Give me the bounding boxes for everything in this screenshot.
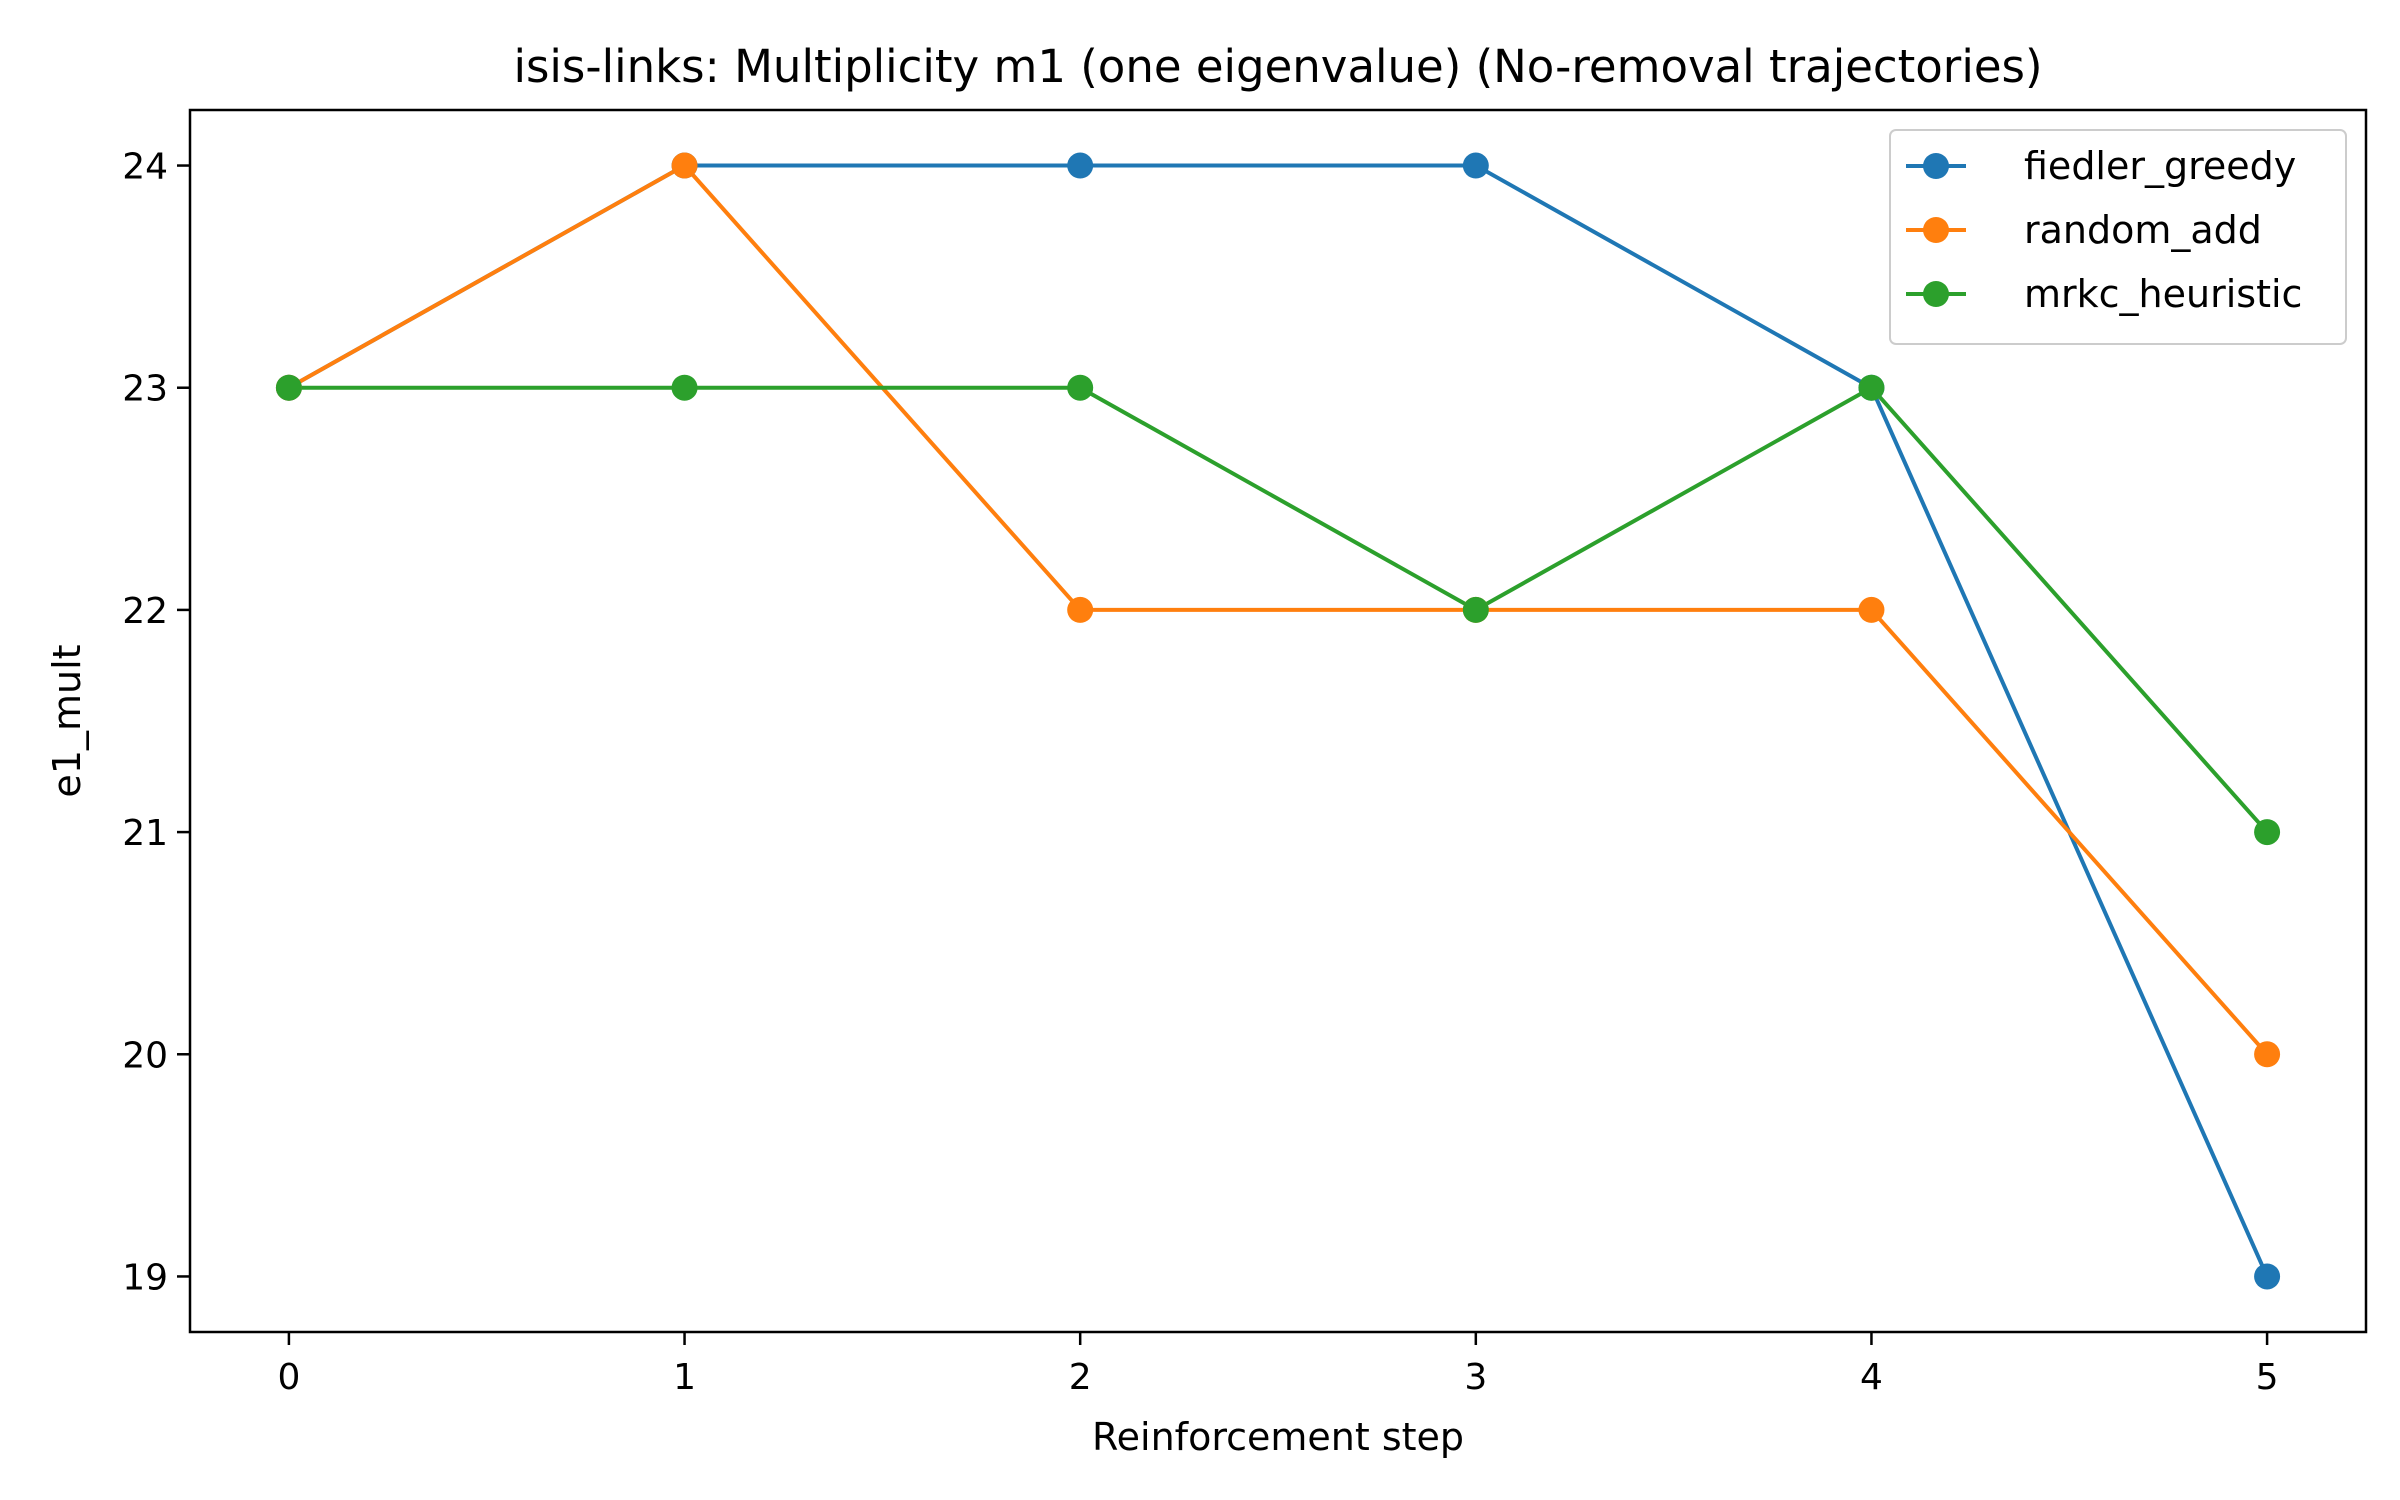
data-point-fiedler_greedy	[1462, 152, 1489, 179]
legend-label-random_add: random_add	[2024, 208, 2262, 252]
legend-marker-random_add	[1923, 217, 1949, 243]
data-point-fiedler_greedy	[1067, 152, 1094, 179]
series-line-mrkc_heuristic	[288, 385, 2269, 834]
y-tick-label: 23	[122, 369, 168, 410]
data-point-mrkc_heuristic	[275, 374, 302, 401]
x-tick-label: 2	[1069, 1357, 1092, 1398]
data-point-mrkc_heuristic	[2254, 819, 2281, 846]
data-point-mrkc_heuristic	[1462, 596, 1489, 623]
y-tick-label: 24	[122, 147, 168, 188]
y-tick-label: 19	[122, 1257, 168, 1298]
legend-label-mrkc_heuristic: mrkc_heuristic	[2024, 272, 2302, 316]
data-point-fiedler_greedy	[2254, 1263, 2281, 1290]
chart-title: isis-links: Multiplicity m1 (one eigenva…	[513, 40, 2042, 93]
data-point-random_add	[2254, 1041, 2281, 1068]
plot-area	[275, 152, 2281, 1290]
data-point-mrkc_heuristic	[1067, 374, 1094, 401]
data-point-random_add	[1067, 596, 1094, 623]
series-line-random_add	[287, 163, 2269, 1056]
y-axis-label: e1_mult	[45, 644, 89, 797]
y-tick-label: 21	[122, 813, 168, 854]
x-tick-label: 1	[673, 1357, 696, 1398]
legend-marker-mrkc_heuristic	[1923, 281, 1949, 307]
x-axis-label: Reinforcement step	[1092, 1415, 1464, 1459]
y-tick-label: 20	[122, 1035, 168, 1076]
legend-box	[1889, 129, 2347, 345]
plot-frame	[188, 108, 2368, 1334]
x-tick-label: 5	[2256, 1357, 2279, 1398]
data-point-random_add	[671, 152, 698, 179]
data-point-random_add	[1858, 596, 1885, 623]
legend: fiedler_greedy random_add mrkc_heuristic	[1889, 129, 2347, 345]
x-tick-label: 4	[1860, 1357, 1883, 1398]
legend-marker-fiedler_greedy	[1923, 153, 1949, 179]
data-point-mrkc_heuristic	[1858, 374, 1885, 401]
legend-label-fiedler_greedy: fiedler_greedy	[2024, 144, 2296, 188]
y-tick-label: 22	[122, 591, 168, 632]
data-point-mrkc_heuristic	[671, 374, 698, 401]
x-tick-label: 0	[277, 1357, 300, 1398]
x-tick-label: 3	[1464, 1357, 1487, 1398]
